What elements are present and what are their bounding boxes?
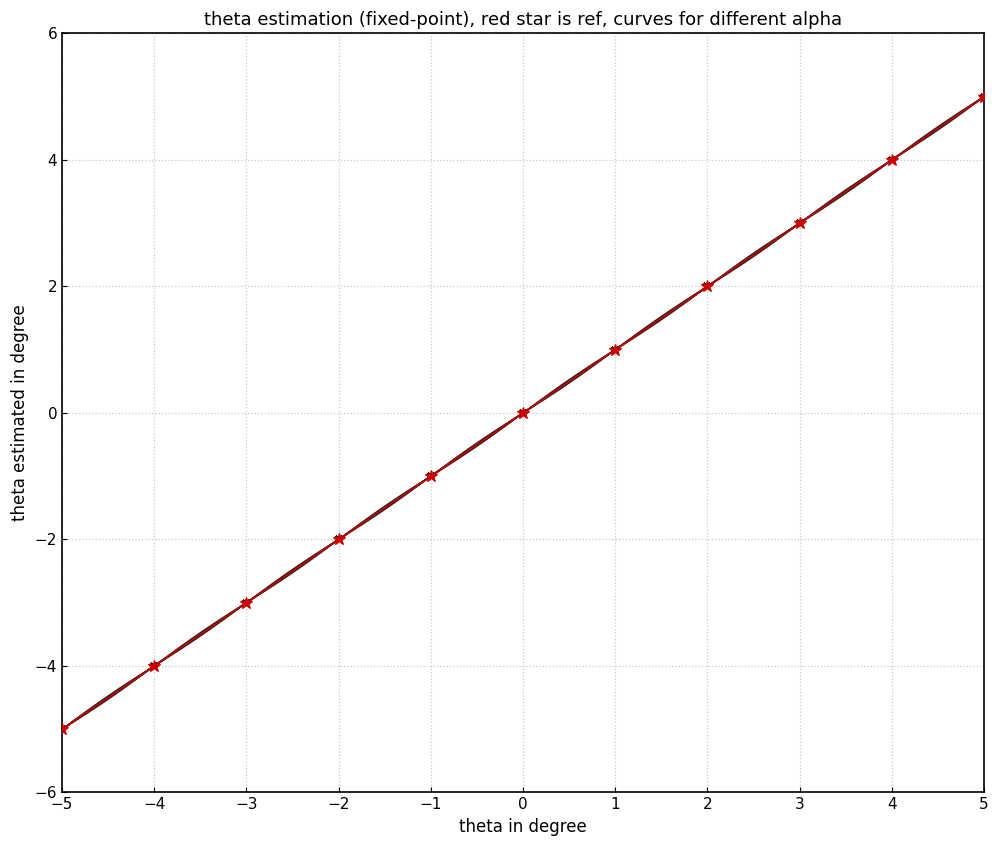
- Y-axis label: theta estimated in degree: theta estimated in degree: [11, 305, 29, 522]
- Title: theta estimation (fixed-point), red star is ref, curves for different alpha: theta estimation (fixed-point), red star…: [204, 11, 842, 29]
- X-axis label: theta in degree: theta in degree: [459, 818, 587, 836]
